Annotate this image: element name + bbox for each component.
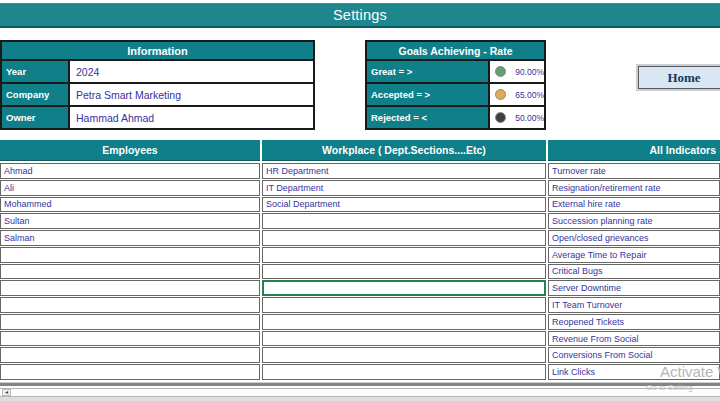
goal-row-rejected: Rejected = < 50.00% bbox=[367, 107, 544, 128]
table-cell[interactable] bbox=[262, 230, 546, 246]
status-strip bbox=[0, 397, 720, 401]
table-cell[interactable] bbox=[0, 280, 260, 296]
table-cell[interactable]: Resignation/retirement rate bbox=[548, 180, 720, 196]
table-cell[interactable]: Critical Bugs bbox=[548, 264, 720, 280]
information-header: Information bbox=[2, 42, 313, 59]
table-cell[interactable] bbox=[262, 331, 546, 347]
workplace-column: HR DepartmentIT DepartmentSocial Departm… bbox=[262, 163, 546, 380]
accepted-value-cell[interactable]: 65.00% bbox=[490, 84, 544, 105]
table-cell[interactable]: Open/closed grievances bbox=[548, 230, 720, 246]
table-cell[interactable] bbox=[0, 247, 260, 263]
table-cell[interactable]: Revenue From Social bbox=[548, 331, 720, 347]
rejected-rate-value: 50.00% bbox=[515, 113, 544, 123]
information-section: Information Year 2024 Company Petra Smar… bbox=[0, 40, 315, 130]
company-label: Company bbox=[2, 84, 68, 105]
rejected-value-cell[interactable]: 50.00% bbox=[490, 107, 544, 128]
rejected-label: Rejected = < bbox=[367, 107, 488, 128]
table-cell[interactable] bbox=[0, 264, 260, 280]
table-cell[interactable]: External hire rate bbox=[548, 197, 720, 213]
table-cell[interactable]: Ali bbox=[0, 180, 260, 196]
table-cell[interactable]: Mohammed bbox=[0, 197, 260, 213]
table-cell[interactable] bbox=[0, 314, 260, 330]
owner-field[interactable]: Hammad Ahmad bbox=[70, 107, 313, 128]
table-cell[interactable]: Reopened Tickets bbox=[548, 314, 720, 330]
great-label: Great = > bbox=[367, 61, 488, 82]
accepted-label: Accepted = > bbox=[367, 84, 488, 105]
table-cell[interactable]: Salman bbox=[0, 230, 260, 246]
year-label: Year bbox=[2, 61, 68, 82]
table-cell[interactable] bbox=[0, 331, 260, 347]
table-cell[interactable]: Ahmad bbox=[0, 163, 260, 179]
info-row-year: Year 2024 bbox=[2, 61, 313, 82]
activation-watermark-line1: Activate W bbox=[660, 363, 720, 380]
indicators-column-header: All Indicators bbox=[548, 140, 720, 161]
table-cell[interactable] bbox=[0, 347, 260, 363]
spreadsheet-window: Settings Information Year 2024 Company P… bbox=[0, 0, 720, 401]
info-row-company: Company Petra Smart Marketing bbox=[2, 84, 313, 105]
great-rate-value: 90.00% bbox=[515, 67, 544, 77]
great-value-cell[interactable]: 90.00% bbox=[490, 61, 544, 82]
table-cell[interactable]: Average Time to Repair bbox=[548, 247, 720, 263]
pane-divider bbox=[0, 383, 720, 386]
goal-row-great: Great = > 90.00% bbox=[367, 61, 544, 82]
home-button[interactable]: Home bbox=[638, 66, 720, 89]
activation-watermark-line2: Go to Setting bbox=[646, 383, 693, 392]
table-cell[interactable] bbox=[262, 213, 546, 229]
accepted-rate-value: 65.00% bbox=[515, 90, 544, 100]
employees-column-header: Employees bbox=[0, 140, 260, 161]
workplace-column-header: Workplace ( Dept.Sections....Etc) bbox=[262, 140, 546, 161]
company-field[interactable]: Petra Smart Marketing bbox=[70, 84, 313, 105]
title-bar: Settings bbox=[0, 3, 720, 28]
table-cell[interactable] bbox=[0, 297, 260, 313]
table-cell[interactable] bbox=[262, 297, 546, 313]
table-cell[interactable] bbox=[262, 247, 546, 263]
table-cell[interactable] bbox=[262, 280, 546, 296]
table-cell[interactable]: Conversions From Social bbox=[548, 347, 720, 363]
table-cell[interactable] bbox=[262, 264, 546, 280]
accepted-status-dot-icon bbox=[495, 89, 506, 100]
table-cell[interactable]: IT Department bbox=[262, 180, 546, 196]
table-cell[interactable] bbox=[0, 364, 260, 380]
horizontal-scrollbar[interactable] bbox=[0, 388, 720, 397]
table-cell[interactable] bbox=[262, 347, 546, 363]
page-title: Settings bbox=[333, 7, 387, 23]
goals-header: Goals Achieving - Rate bbox=[367, 42, 544, 59]
table-cell[interactable]: Sultan bbox=[0, 213, 260, 229]
goal-row-accepted: Accepted = > 65.00% bbox=[367, 84, 544, 105]
scroll-left-arrow-icon[interactable]: ◄ bbox=[2, 389, 11, 396]
rejected-status-dot-icon bbox=[495, 112, 506, 123]
indicators-column: Turnover rateResignation/retirement rate… bbox=[548, 163, 720, 380]
year-field[interactable]: 2024 bbox=[70, 61, 313, 82]
info-row-owner: Owner Hammad Ahmad bbox=[2, 107, 313, 128]
table-cell[interactable]: HR Department bbox=[262, 163, 546, 179]
table-cell[interactable]: Succession planning rate bbox=[548, 213, 720, 229]
table-cell[interactable]: Turnover rate bbox=[548, 163, 720, 179]
great-status-dot-icon bbox=[495, 66, 506, 77]
table-cell[interactable]: IT Team Turnover bbox=[548, 297, 720, 313]
table-cell[interactable]: Server Downtime bbox=[548, 280, 720, 296]
employees-column: AhmadAliMohammedSultanSalman bbox=[0, 163, 260, 380]
table-cell[interactable]: Social Department bbox=[262, 197, 546, 213]
owner-label: Owner bbox=[2, 107, 68, 128]
table-cell[interactable] bbox=[262, 364, 546, 380]
goals-section: Goals Achieving - Rate Great = > 90.00% … bbox=[365, 40, 546, 130]
table-cell[interactable] bbox=[262, 314, 546, 330]
